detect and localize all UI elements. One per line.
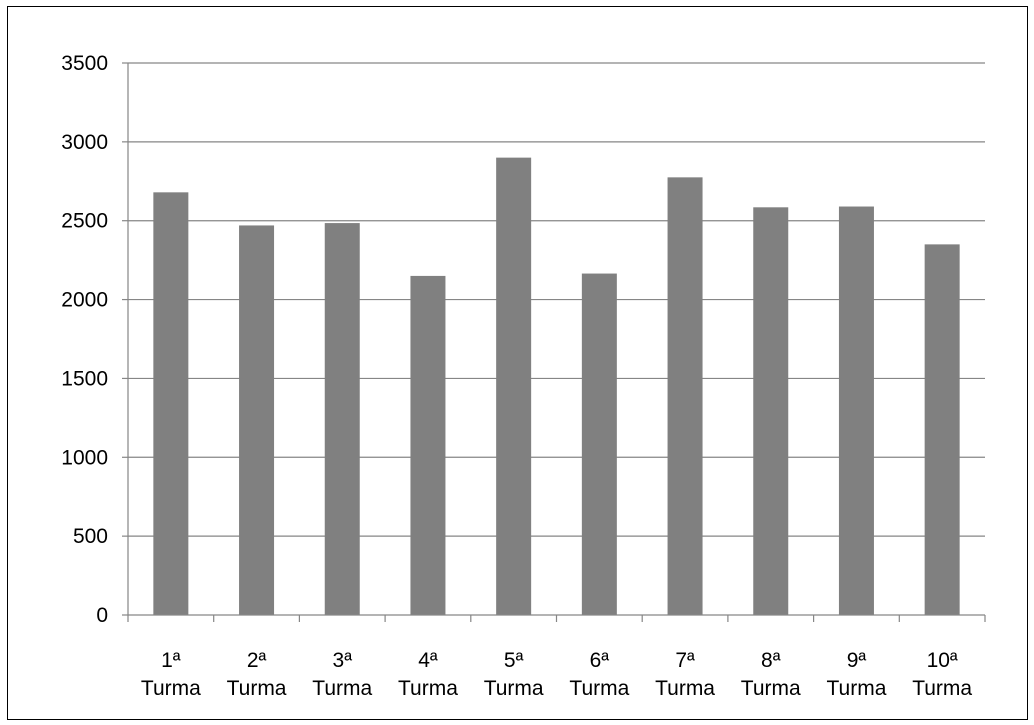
bar xyxy=(153,192,189,615)
x-tick-label-line: Turma xyxy=(569,677,629,700)
y-tick-label: 2000 xyxy=(61,289,108,312)
x-tick-label: 8ª Turma xyxy=(741,649,801,700)
y-tick-label: 500 xyxy=(73,525,108,548)
x-tick-label: 2ª Turma xyxy=(227,649,287,700)
y-tick-label: 0 xyxy=(96,604,108,627)
x-tick-label-line: 10ª xyxy=(927,649,958,672)
bar xyxy=(924,244,960,615)
y-tick-label: 3000 xyxy=(61,131,108,154)
x-tick-label: 10ª Turma xyxy=(912,649,972,700)
y-tick-label: 1000 xyxy=(61,446,108,469)
y-tick-label: 1500 xyxy=(61,367,108,390)
x-tick-label-line: 4ª xyxy=(418,649,438,672)
bar xyxy=(496,157,532,615)
axis-layer xyxy=(122,62,986,622)
x-tick-label-line: Turma xyxy=(741,677,801,700)
bar-layer xyxy=(153,157,960,616)
x-tick-label-line: 3ª xyxy=(333,649,353,672)
x-tick-label-line: 2ª xyxy=(247,649,267,672)
x-tick-label: 4ª Turma xyxy=(398,649,458,700)
x-tick-label-line: Turma xyxy=(398,677,458,700)
x-tick-label: 1ª Turma xyxy=(141,649,201,700)
x-tick-label-line: Turma xyxy=(227,677,287,700)
x-tick-label: 3ª Turma xyxy=(312,649,372,700)
x-tick-label: 9ª Turma xyxy=(826,649,886,700)
x-tick-label-line: 1ª xyxy=(161,649,181,672)
y-tick-label: 2500 xyxy=(61,210,108,233)
bar xyxy=(239,225,275,615)
bar xyxy=(667,177,703,616)
x-tick-label: 6ª Turma xyxy=(569,649,629,700)
label-layer: 0 500 1000 1500 2000 2500 3000 3500 1ª Turma 2ª Tur… xyxy=(61,52,972,700)
x-tick-label-line: Turma xyxy=(312,677,372,700)
x-tick-label-line: 7ª xyxy=(675,649,695,672)
bar xyxy=(410,275,446,615)
x-tick-label-line: Turma xyxy=(484,677,544,700)
x-tick-label-line: 5ª xyxy=(504,649,524,672)
bar xyxy=(753,207,789,615)
x-tick-label-line: 6ª xyxy=(590,649,610,672)
x-tick-label: 7ª Turma xyxy=(655,649,715,700)
x-tick-label-line: Turma xyxy=(655,677,715,700)
x-tick-label: 5ª Turma xyxy=(484,649,544,700)
bar xyxy=(581,273,617,615)
x-tick-label-line: Turma xyxy=(912,677,972,700)
x-tick-label-line: 9ª xyxy=(847,649,867,672)
x-tick-label-line: 8ª xyxy=(761,649,781,672)
x-tick-label-line: Turma xyxy=(826,677,886,700)
bar xyxy=(324,223,360,615)
x-tick-label-line: Turma xyxy=(141,677,201,700)
y-tick-label: 3500 xyxy=(61,52,108,75)
bar xyxy=(838,206,874,615)
